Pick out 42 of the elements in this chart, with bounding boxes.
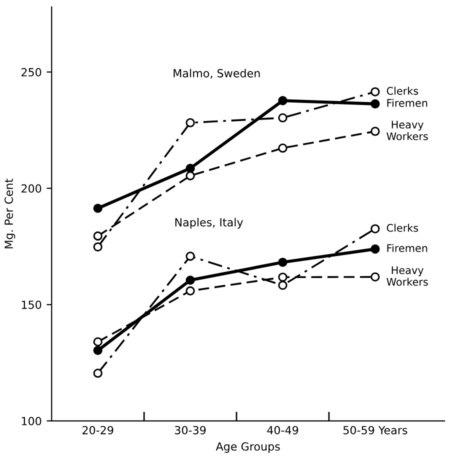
point [370, 272, 380, 282]
point [93, 346, 102, 356]
series-label: Firemen [387, 244, 428, 252]
point [278, 143, 288, 153]
y-tick-label: 100 [22, 416, 42, 426]
point [370, 87, 380, 96]
point [370, 99, 380, 108]
series-label: Firemen [387, 98, 428, 107]
y-axis-title: Mg. Per Cent [4, 178, 16, 248]
point [186, 171, 195, 180]
point [93, 242, 102, 252]
point [93, 231, 102, 241]
point [93, 204, 102, 213]
point [186, 276, 195, 285]
point [370, 244, 380, 254]
y-tick-label: 250 [22, 68, 42, 76]
y-tick-label: 150 [22, 300, 42, 309]
x-axis-title: Age Groups [216, 442, 280, 453]
series-label: Heavy Workers [386, 120, 428, 140]
annotation: Naples, Italy [175, 218, 243, 229]
annotation: Malmo, Sweden [174, 68, 260, 79]
point [370, 224, 380, 234]
point [186, 118, 195, 128]
x-tick-label: 20-29 [82, 426, 114, 434]
x-tick-label: 40-49 [267, 426, 298, 434]
point [370, 126, 380, 136]
series-label: Heavy Workers [386, 266, 428, 286]
point [93, 368, 102, 378]
series-label: Clerks [386, 224, 418, 232]
point [278, 258, 288, 267]
point [278, 280, 288, 290]
x-tick-label: 30-39 [175, 426, 206, 434]
point [186, 286, 195, 296]
point [278, 96, 288, 106]
point [278, 113, 288, 122]
y-tick-label: 200 [22, 184, 42, 193]
point [186, 252, 195, 261]
point [93, 337, 102, 346]
x-tick-label: 50-59 Years [343, 426, 408, 434]
point [278, 272, 288, 282]
point [186, 164, 195, 173]
series-label: Clerks [386, 86, 418, 95]
